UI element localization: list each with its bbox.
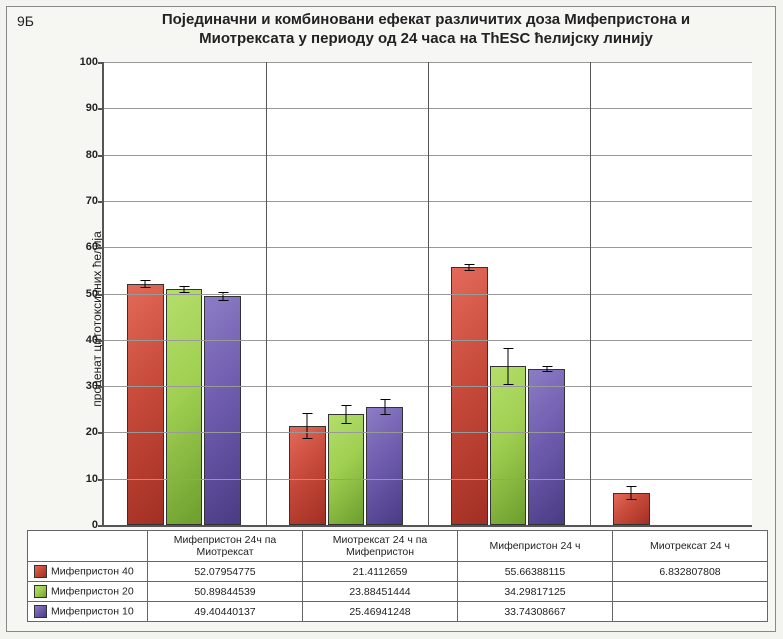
table-cell: 49.40440137 xyxy=(148,602,303,622)
table-category-header: Миотрексат 24 ч паМифепристон xyxy=(303,531,458,562)
y-tick-mark xyxy=(98,62,104,64)
table-category-header: Миотрексат 24 ч xyxy=(613,531,768,562)
y-tick-mark xyxy=(98,247,104,249)
error-bar xyxy=(145,280,146,287)
y-tick-mark xyxy=(98,340,104,342)
legend-cell: Мифепристон 20 xyxy=(28,582,148,602)
table-cell: 34.29817125 xyxy=(458,582,613,602)
bar xyxy=(289,426,326,525)
y-tick-label: 10 xyxy=(86,473,98,485)
y-tick-mark xyxy=(98,386,104,388)
plot-area: 0102030405060708090100 xyxy=(102,62,752,527)
y-tick-mark xyxy=(98,432,104,434)
table-header-row: Мифепристон 24ч паМиотрексатМиотрексат 2… xyxy=(28,531,768,562)
category-divider xyxy=(590,62,591,525)
table-cell: 21.4112659 xyxy=(303,562,458,582)
error-bar xyxy=(346,405,347,424)
y-tick-label: 80 xyxy=(86,149,98,161)
category-divider xyxy=(428,62,429,525)
category-divider xyxy=(266,62,267,525)
panel-label: 9Б xyxy=(17,13,34,29)
bar xyxy=(328,414,365,525)
bar xyxy=(490,366,527,525)
y-tick-label: 50 xyxy=(86,288,98,300)
table-cell: 55.66388115 xyxy=(458,562,613,582)
y-tick-mark xyxy=(98,201,104,203)
y-tick-label: 60 xyxy=(86,241,98,253)
table-cell: 25.46941248 xyxy=(303,602,458,622)
bar xyxy=(366,407,403,525)
error-bar xyxy=(307,413,308,439)
table-category-header: Мифепристон 24 ч xyxy=(458,531,613,562)
y-tick-label: 100 xyxy=(80,56,98,68)
table-category-header: Мифепристон 24ч паМиотрексат xyxy=(148,531,303,562)
bar xyxy=(127,284,164,525)
error-bar xyxy=(631,486,632,500)
y-tick-mark xyxy=(98,155,104,157)
y-tick-mark xyxy=(98,479,104,481)
legend-swatch xyxy=(34,605,47,618)
y-tick-mark xyxy=(98,294,104,296)
legend-label: Мифепристон 40 xyxy=(51,565,134,577)
y-tick-label: 40 xyxy=(86,334,98,346)
table-cell xyxy=(613,602,768,622)
table-corner-cell xyxy=(28,531,148,562)
error-bar xyxy=(508,348,509,385)
table-cell xyxy=(613,582,768,602)
legend-swatch xyxy=(34,565,47,578)
error-bar xyxy=(469,264,470,271)
table-cell: 23.88451444 xyxy=(303,582,458,602)
y-tick-label: 90 xyxy=(86,102,98,114)
bar xyxy=(528,369,565,525)
legend-cell: Мифепристон 10 xyxy=(28,602,148,622)
table-cell: 52.07954775 xyxy=(148,562,303,582)
table-row: Мифепристон 40 52.0795477521.411265955.66… xyxy=(28,562,768,582)
legend-cell: Мифепристон 40 xyxy=(28,562,148,582)
y-tick-label: 20 xyxy=(86,426,98,438)
bar xyxy=(166,289,203,525)
legend-label: Мифепристон 10 xyxy=(51,605,134,617)
title-line-2: Миотрексата у периоду од 24 часа на ThES… xyxy=(199,30,653,47)
y-tick-label: 70 xyxy=(86,195,98,207)
legend-label: Мифепристон 20 xyxy=(51,585,134,597)
title-line-1: Појединачни и комбиновани ефекат различи… xyxy=(162,11,690,28)
error-bar xyxy=(384,399,385,416)
chart-panel: 9Б Појединачни и комбиновани ефекат разл… xyxy=(6,6,776,632)
table-row: Мифепристон 10 49.4044013725.4694124833.7… xyxy=(28,602,768,622)
y-tick-label: 30 xyxy=(86,380,98,392)
table-cell: 6.832807808 xyxy=(613,562,768,582)
table-cell: 33.74308667 xyxy=(458,602,613,622)
chart-title: Појединачни и комбиновани ефекат различи… xyxy=(107,11,745,49)
bar xyxy=(204,296,241,525)
table-row: Мифепристон 20 50.8984453923.8845144434.2… xyxy=(28,582,768,602)
y-tick-mark xyxy=(98,108,104,110)
error-bar xyxy=(546,366,547,372)
y-tick-mark xyxy=(98,525,104,527)
error-bar xyxy=(184,286,185,293)
bar xyxy=(451,267,488,525)
table-cell: 50.89844539 xyxy=(148,582,303,602)
data-table: Мифепристон 24ч паМиотрексатМиотрексат 2… xyxy=(27,530,768,622)
legend-swatch xyxy=(34,585,47,598)
